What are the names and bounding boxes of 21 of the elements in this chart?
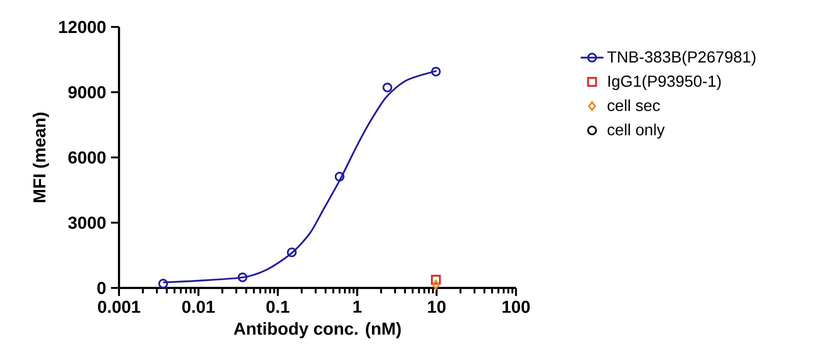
y-tick-label: 0 [97,282,106,294]
x-tick-label: 10 [428,300,446,313]
legend-label: TNB-383B(P267981) [607,50,756,66]
legend-label: IgG1(P93950-1) [608,75,721,90]
point [334,172,344,182]
y-tick-label: 3000 [68,216,106,229]
x-tick-label: 0.001 [98,300,140,313]
x-tick-label: 1 [353,300,362,313]
y-tick-label: 9000 [68,86,106,98]
point [238,272,248,282]
legend-label: cell only [608,124,665,139]
x-tick-label: 0.01 [182,300,215,313]
y-tick-label: 12000 [59,20,106,34]
legend-label: cell sec [608,99,660,112]
point [286,247,297,258]
y-axis-title: MFI (mean) [32,112,49,202]
point [382,82,392,92]
x-axis-title: Antibody conc. (nM) [234,322,401,338]
x-tick-label: 100 [502,300,530,313]
y-tick-label: 6000 [68,151,106,164]
x-tick-label: 0.1 [266,300,290,313]
